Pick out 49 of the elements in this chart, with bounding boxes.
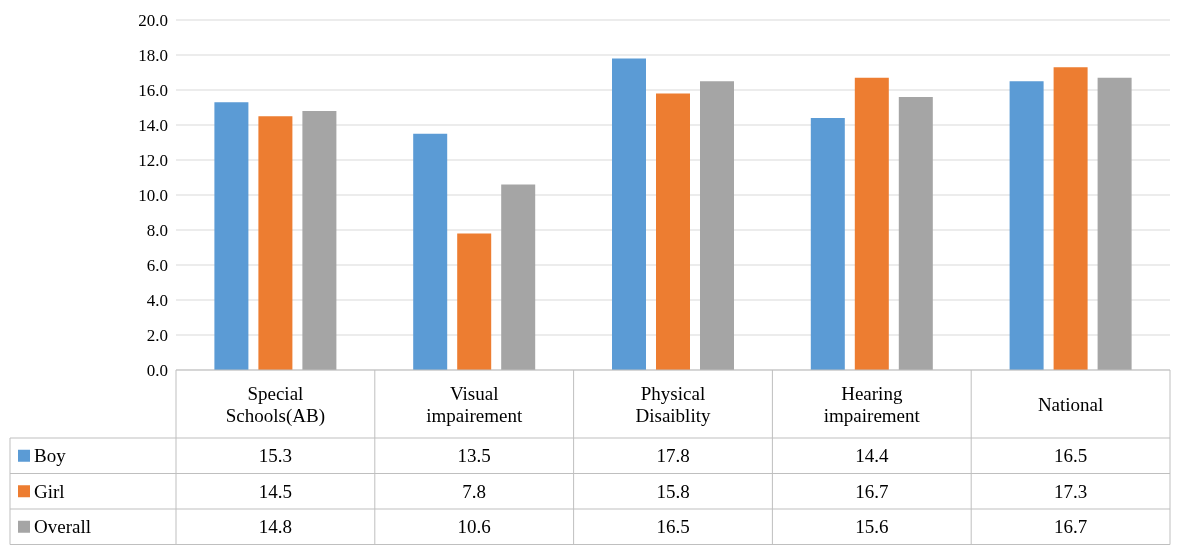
bar — [656, 93, 690, 370]
data-label: 13.5 — [457, 445, 491, 467]
legend-label: Girl — [34, 480, 65, 502]
bar — [457, 233, 492, 370]
y-tick-label: 14.0 — [138, 115, 168, 135]
data-label: 15.3 — [258, 445, 293, 467]
data-label: 17.3 — [1053, 480, 1088, 502]
y-tick-label: 20.0 — [138, 10, 168, 30]
bar — [501, 184, 536, 370]
bar — [1009, 81, 1044, 370]
data-label: 14.4 — [855, 445, 889, 467]
y-tick-label: 16.0 — [138, 80, 168, 100]
y-tick-label: 18.0 — [138, 45, 168, 65]
bar — [302, 111, 337, 370]
data-label: 10.6 — [457, 516, 491, 538]
y-tick-label: 10.0 — [138, 185, 168, 205]
data-label: 17.8 — [656, 445, 690, 467]
data-label: 16.5 — [656, 516, 690, 538]
y-tick-label: 8.0 — [146, 220, 168, 240]
data-label: 16.7 — [855, 480, 889, 502]
x-tick-label: Physical Disaiblity — [635, 382, 711, 426]
bar — [898, 97, 933, 370]
bar — [214, 102, 249, 370]
x-tick-label: Special Schools(AB) — [225, 382, 326, 427]
legend-label: Boy — [34, 445, 67, 467]
y-tick-label: 4.0 — [146, 290, 168, 310]
data-label: 15.6 — [855, 516, 889, 538]
bar — [258, 116, 293, 370]
bar — [1053, 67, 1088, 370]
bar — [612, 58, 646, 370]
bar — [700, 81, 734, 370]
x-tick-label: Visual impairement — [426, 382, 523, 426]
data-label: 16.7 — [1053, 516, 1088, 538]
x-tick-label: National — [1037, 393, 1104, 415]
data-label: 7.8 — [462, 480, 487, 502]
data-label: 15.8 — [656, 480, 690, 502]
data-label: 14.5 — [258, 480, 293, 502]
y-tick-label: 6.0 — [146, 255, 168, 275]
bar — [413, 133, 448, 370]
x-tick-label: Hearing impairement — [823, 382, 921, 426]
y-tick-label: 0.0 — [146, 360, 168, 380]
legend-label: Overall — [34, 516, 91, 538]
y-tick-label: 12.0 — [138, 150, 168, 170]
data-label: 14.8 — [258, 516, 293, 538]
bar — [854, 77, 889, 370]
bar — [810, 118, 845, 370]
data-label: 16.5 — [1053, 445, 1088, 467]
bar — [1097, 77, 1132, 370]
y-tick-label: 2.0 — [146, 325, 168, 345]
